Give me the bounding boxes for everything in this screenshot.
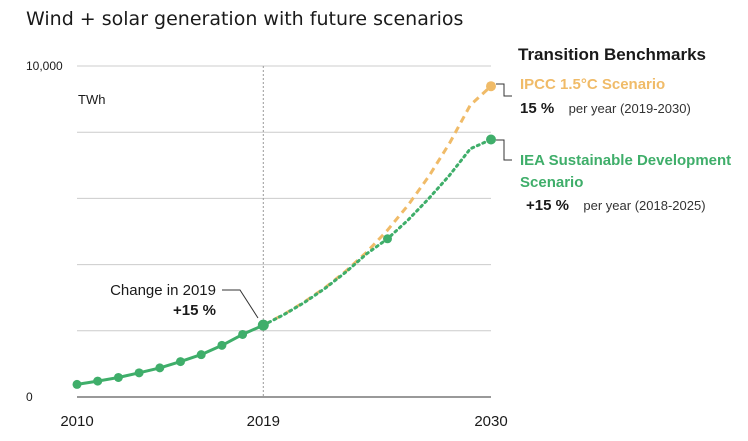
annotation-2019: Change in 2019 +15 % [110,282,259,319]
historical-data-point [155,363,165,373]
annotation-label: Change in 2019 [110,282,216,299]
iea-scenario-name-line1: IEA Sustainable Development [520,152,731,169]
historical-data-point [72,379,82,389]
x-tick-label: 2010 [60,413,93,430]
x-tick-label: 2019 [247,413,280,430]
historical-data-point [113,372,123,382]
x-tick-label: 2030 [474,413,507,430]
historical-data-point [217,340,227,350]
y-axis-unit-label: TWh [78,92,105,107]
iea-scenario-name-line2: Scenario [520,174,583,191]
x-tick-labels: 2010 2019 2030 [60,413,507,430]
series [76,85,493,386]
iea-rate: +15 % [526,197,569,214]
iea-series-line [261,138,493,327]
historical-series-line [76,323,264,386]
ipcc-leader [496,83,512,97]
historical-data-point [93,376,103,386]
iea-mid-marker [383,234,392,244]
chart-title: Wind + solar generation with future scen… [26,8,463,30]
annotation-leader [222,289,259,319]
ipcc-rate-note: per year (2019-2030) [569,101,691,116]
iea-end-marker [486,134,496,145]
y-tick-labels: 0 10,000 [26,59,63,404]
historical-data-point [238,329,248,339]
ipcc-rate-line: 15 % per year (2019-2030) [520,100,691,117]
annotation-value: +15 % [173,302,216,319]
ipcc-end-marker [486,81,496,92]
iea-leader [496,139,512,161]
historical-data-point [257,319,269,331]
historical-data-point [134,368,144,378]
historical-data-point [176,357,185,367]
markers [72,81,496,389]
y-tick-label: 0 [26,390,33,404]
ipcc-scenario-name: IPCC 1.5°C Scenario [520,76,665,93]
iea-rate-line: +15 % per year (2018-2025) [526,197,706,214]
historical-data-point [196,350,206,360]
benchmarks-legend: Transition Benchmarks IPCC 1.5°C Scenari… [496,45,731,214]
benchmarks-title: Transition Benchmarks [518,45,706,64]
ipcc-rate: 15 % [520,100,554,117]
gridlines [77,65,491,332]
iea-rate-note: per year (2018-2025) [583,198,705,213]
y-tick-label: 10,000 [26,59,63,73]
ipcc-series-line [262,85,493,327]
